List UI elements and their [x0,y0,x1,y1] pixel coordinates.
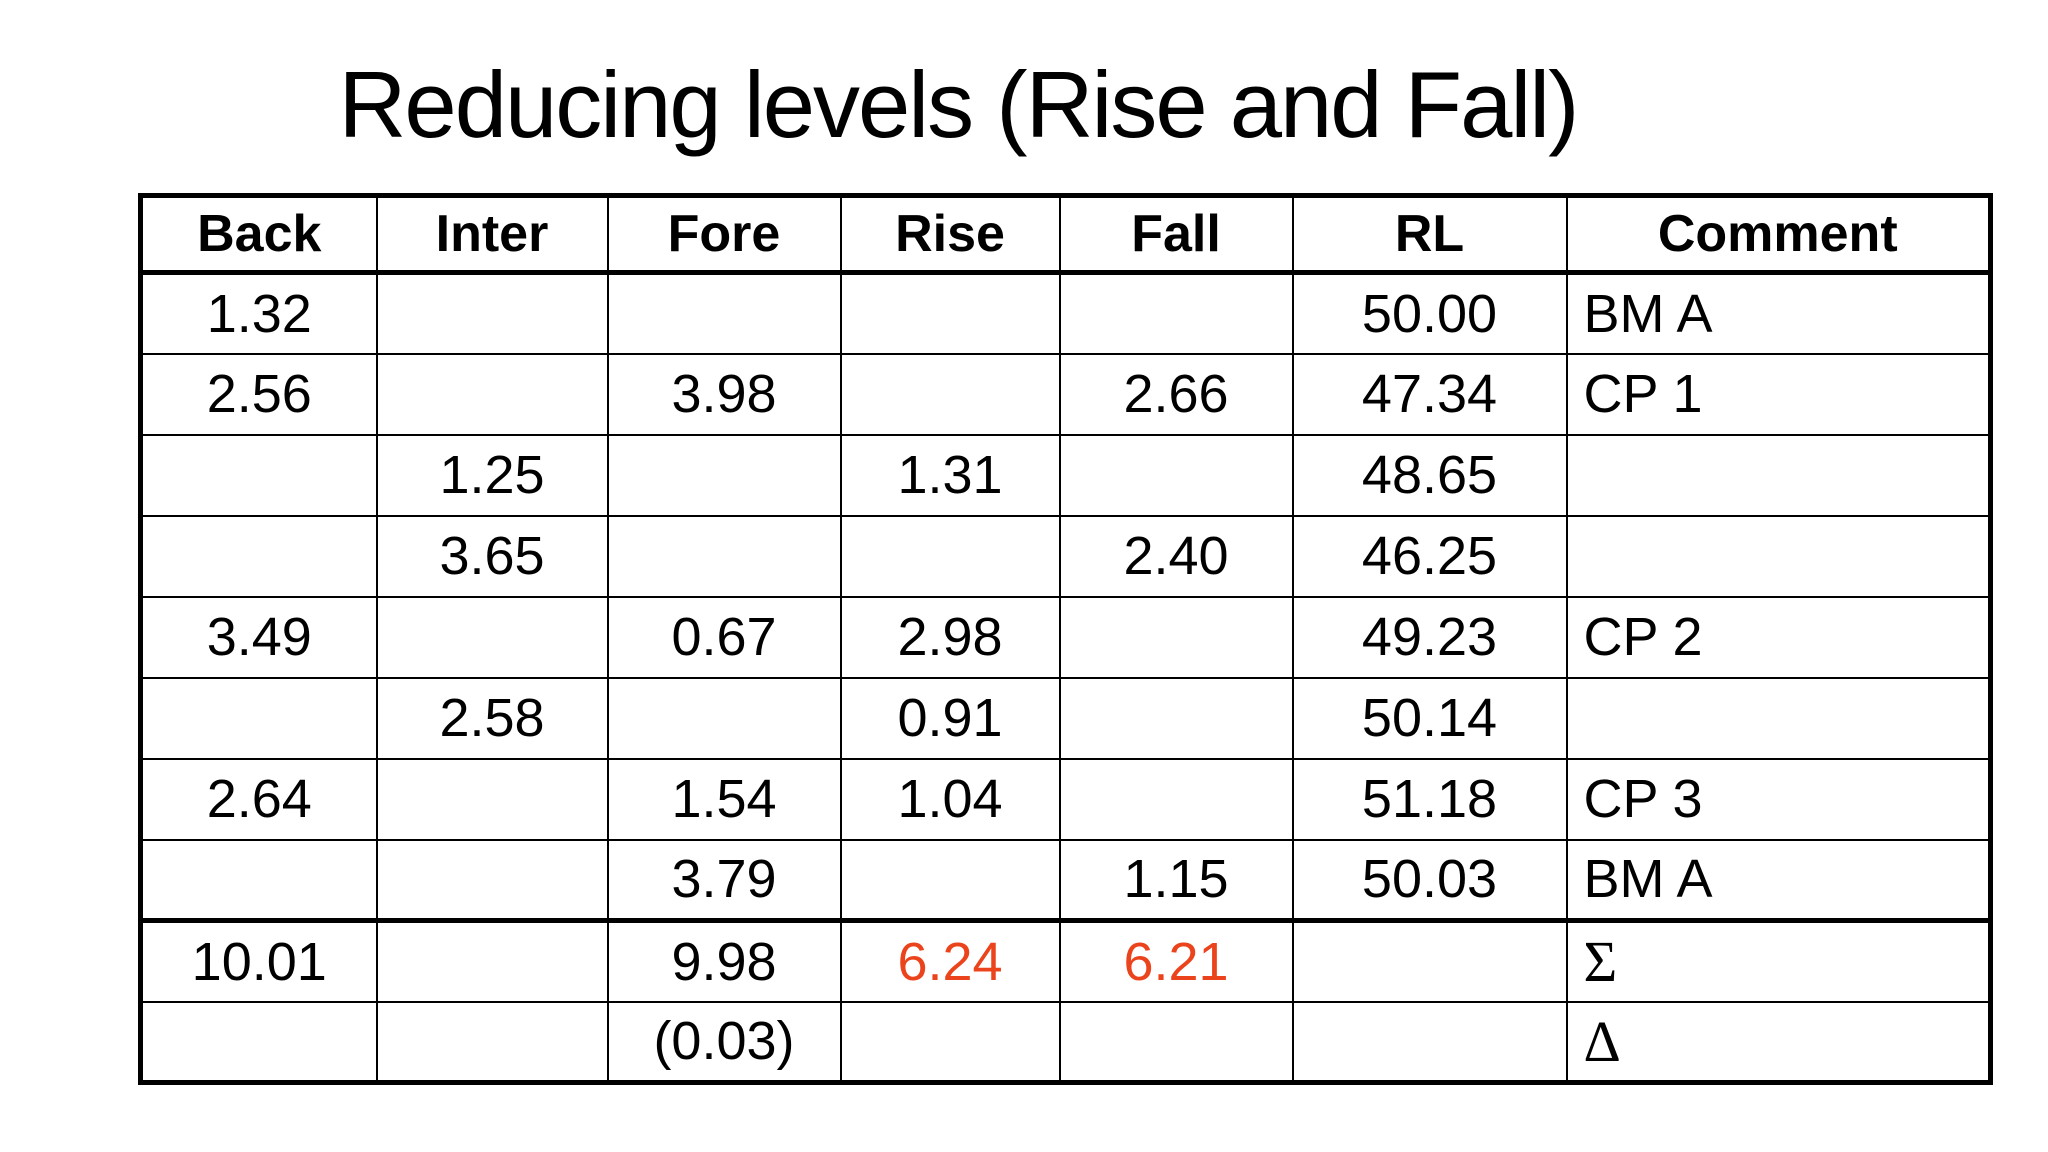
cell-inter [375,271,609,355]
col-header-comment: Comment [1565,194,1992,275]
cell-inter: 3.65 [375,514,609,598]
cell-fall [1058,271,1294,355]
cell-comment: CP 2 [1565,595,1992,679]
cell-rl: 50.03 [1291,838,1568,922]
cell-back: 1.32 [139,271,378,355]
cell-rl: 46.25 [1291,514,1568,598]
cell-rl: 49.23 [1291,595,1568,679]
cell-fore-difference: (0.03) [606,1000,842,1084]
table-row: 2.56 3.98 2.66 47.34 CP 1 [139,352,1992,436]
cell-inter [375,352,609,436]
cell-comment: CP 3 [1565,757,1992,841]
cell-rl: 48.65 [1291,433,1568,517]
page-title: Reducing levels (Rise and Fall) [338,52,1580,157]
table-row: 1.32 50.00 BM A [139,271,1992,355]
col-header-back: Back [139,194,378,275]
cell-back [139,676,378,760]
table-row: 2.64 1.54 1.04 51.18 CP 3 [139,757,1992,841]
cell-rl: 50.14 [1291,676,1568,760]
col-header-fall: Fall [1058,194,1294,275]
cell-rise: 1.04 [839,757,1061,841]
cell-rl [1291,918,1568,1003]
col-header-inter: Inter [375,194,609,275]
cell-fore: 3.79 [606,838,842,922]
cell-rise-sum: 6.24 [839,918,1061,1003]
cell-inter: 1.25 [375,433,609,517]
cell-comment [1565,433,1992,517]
cell-back: 2.56 [139,352,378,436]
cell-back: 2.64 [139,757,378,841]
cell-rise [839,838,1061,922]
cell-back [139,1000,378,1084]
cell-comment: BM A [1565,271,1992,355]
cell-rise: 2.98 [839,595,1061,679]
cell-rise [839,514,1061,598]
cell-inter: 2.58 [375,676,609,760]
cell-comment: BM A [1565,838,1992,922]
table-row: 2.58 0.91 50.14 [139,676,1992,760]
cell-rl [1291,1000,1568,1084]
col-header-rl: RL [1291,194,1568,275]
cell-rise [839,1000,1061,1084]
cell-comment [1565,514,1992,598]
cell-inter [375,838,609,922]
cell-rl: 50.00 [1291,271,1568,355]
cell-fore-sum: 9.98 [606,918,842,1003]
cell-back [139,514,378,598]
cell-rise [839,271,1061,355]
cell-fall: 2.66 [1058,352,1294,436]
cell-inter [375,1000,609,1084]
cell-fall: 2.40 [1058,514,1294,598]
cell-fore: 0.67 [606,595,842,679]
cell-fall [1058,595,1294,679]
table-row: 3.79 1.15 50.03 BM A [139,838,1992,922]
sum-row: 10.01 9.98 6.24 6.21 Σ [139,918,1992,1003]
header-row: Back Inter Fore Rise Fall RL Comment [139,194,1992,275]
cell-fore: 3.98 [606,352,842,436]
levelling-table: Back Inter Fore Rise Fall RL Comment 1.3… [138,193,1993,1085]
cell-fall [1058,1000,1294,1084]
sigma-symbol: Σ [1565,918,1992,1003]
table-row: 3.49 0.67 2.98 49.23 CP 2 [139,595,1992,679]
cell-back [139,433,378,517]
cell-fore: 1.54 [606,757,842,841]
cell-fall: 1.15 [1058,838,1294,922]
table-row: 1.25 1.31 48.65 [139,433,1992,517]
table-header: Back Inter Fore Rise Fall RL Comment [139,194,1992,275]
table-row: 3.65 2.40 46.25 [139,514,1992,598]
cell-rl: 51.18 [1291,757,1568,841]
cell-fore [606,433,842,517]
cell-fall [1058,757,1294,841]
cell-back [139,838,378,922]
cell-fore [606,676,842,760]
difference-row: (0.03) Δ [139,1000,1992,1084]
cell-rise: 1.31 [839,433,1061,517]
cell-comment: CP 1 [1565,352,1992,436]
cell-rise: 0.91 [839,676,1061,760]
cell-inter-sum [375,918,609,1003]
cell-rise [839,352,1061,436]
delta-symbol: Δ [1565,1000,1992,1084]
cell-fore [606,514,842,598]
cell-back-sum: 10.01 [139,918,378,1003]
col-header-rise: Rise [839,194,1061,275]
cell-fall [1058,676,1294,760]
cell-back: 3.49 [139,595,378,679]
cell-comment [1565,676,1992,760]
cell-rl: 47.34 [1291,352,1568,436]
cell-fall [1058,433,1294,517]
cell-fore [606,271,842,355]
col-header-fore: Fore [606,194,842,275]
cell-fall-sum: 6.21 [1058,918,1294,1003]
cell-inter [375,757,609,841]
cell-inter [375,595,609,679]
table-body: 1.32 50.00 BM A 2.56 3.98 2.66 47.34 CP … [139,271,1992,1084]
